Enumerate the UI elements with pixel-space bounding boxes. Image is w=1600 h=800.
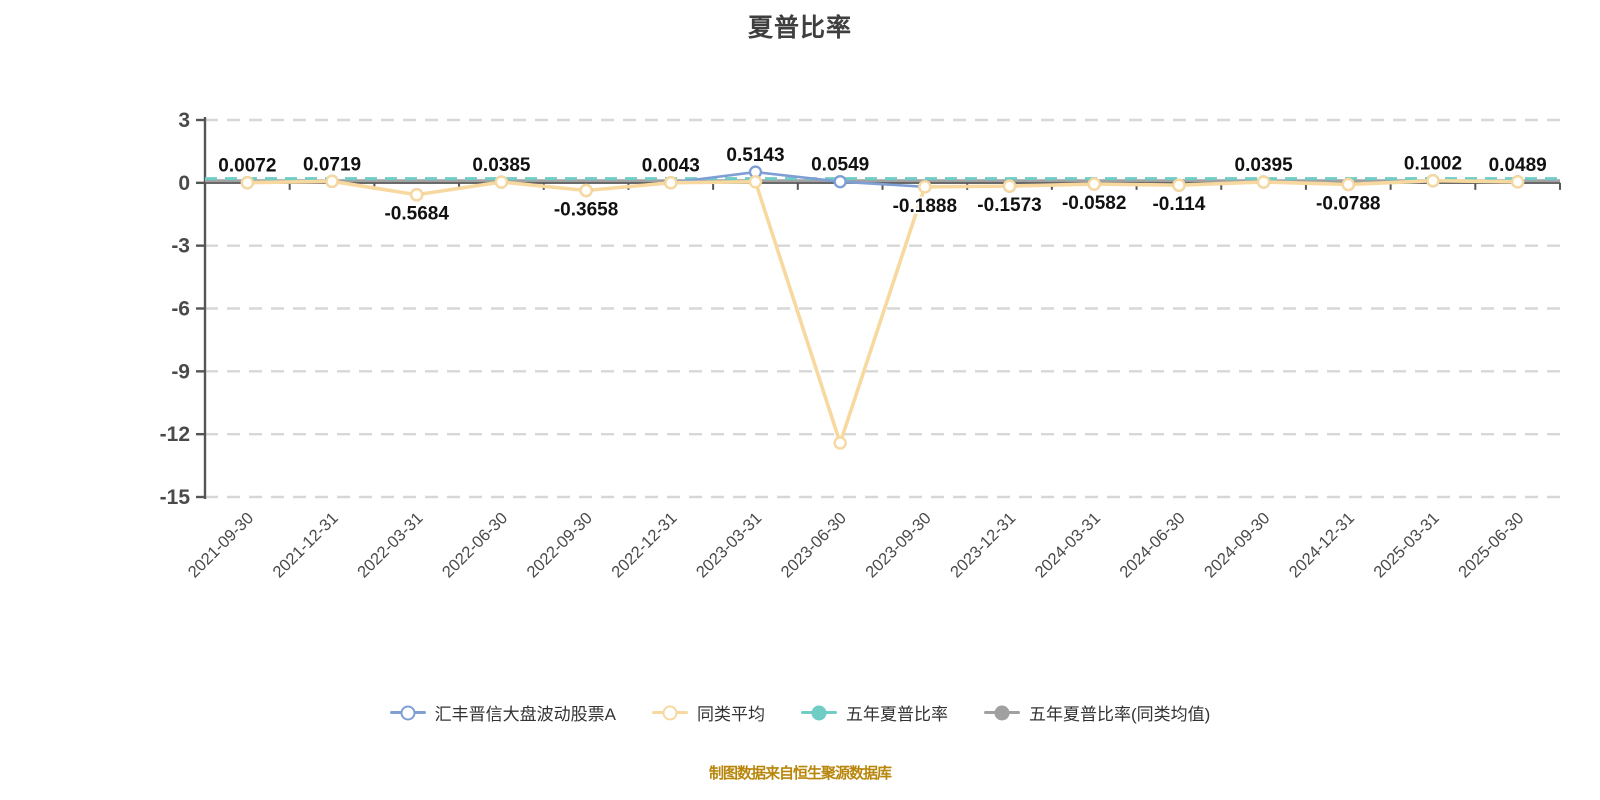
y-tick-label: 3 xyxy=(178,109,190,132)
data-point-label: -0.0788 xyxy=(1316,193,1380,214)
x-tick-label: 2022-03-31 xyxy=(354,509,426,581)
data-source-note: 制图数据来自恒生聚源数据库 xyxy=(708,765,892,782)
x-tick-label: 2023-09-30 xyxy=(862,509,934,581)
data-point-label: 0.1002 xyxy=(1404,154,1462,175)
x-tick-label: 2025-03-31 xyxy=(1370,509,1442,581)
y-tick-label: -9 xyxy=(171,360,190,383)
data-point-label: -0.3658 xyxy=(554,199,618,220)
x-tick-label: 2023-12-31 xyxy=(947,509,1019,581)
x-tick-label: 2024-09-30 xyxy=(1201,509,1273,581)
x-tick-label: 2023-06-30 xyxy=(778,509,850,581)
y-tick-label: -3 xyxy=(171,235,190,258)
y-axis: 3 0 -3 -6 -9 -12 -15 xyxy=(160,109,207,509)
chart-title: 夏普比率 xyxy=(747,14,852,42)
legend-item-fund[interactable]: 汇丰晋信大盘波动股票A xyxy=(389,700,616,725)
data-point-label: -0.1888 xyxy=(893,196,957,217)
x-tick-label: 2024-06-30 xyxy=(1116,509,1188,581)
data-point-label: 0.0489 xyxy=(1489,155,1547,176)
y-tick-label: -12 xyxy=(160,423,190,446)
data-point-label: 0.0549 xyxy=(811,155,869,176)
x-tick-label: 2021-12-31 xyxy=(269,509,341,581)
data-point-label: 0.0385 xyxy=(472,155,531,176)
data-point-label: 0.0043 xyxy=(642,156,700,177)
x-tick-label: 2024-12-31 xyxy=(1286,509,1358,581)
y-tick-label: -15 xyxy=(160,486,191,509)
legend-marker-five-year-peer-icon xyxy=(984,705,1020,721)
x-tick-label: 2022-06-30 xyxy=(439,509,511,581)
series-peer-markers xyxy=(240,174,1525,450)
data-point-label: -0.5684 xyxy=(384,204,449,225)
legend-marker-peer-icon xyxy=(652,705,688,721)
legend-item-five-year-sharpe-peer[interactable]: 五年夏普比率(同类均值) xyxy=(984,700,1210,725)
legend-label-five-year-sharpe-peer: 五年夏普比率(同类均值) xyxy=(1029,705,1211,724)
y-tick-label: 0 xyxy=(178,172,190,195)
data-point-label: 0.0395 xyxy=(1235,155,1294,176)
x-tick-label: 2024-03-31 xyxy=(1032,509,1104,581)
legend-marker-fund-icon xyxy=(389,705,426,721)
data-point-label: 0.0719 xyxy=(303,154,361,175)
x-tick-label: 2022-12-31 xyxy=(608,509,680,581)
x-tick-label: 2021-09-30 xyxy=(185,509,257,581)
data-point-label: -0.1573 xyxy=(977,195,1041,216)
gridlines xyxy=(205,118,1560,499)
data-point-label: -0.114 xyxy=(1152,194,1205,215)
data-point-label: 0.0072 xyxy=(218,156,276,177)
x-tick-label: 2023-03-31 xyxy=(693,509,765,581)
legend-marker-five-year-icon xyxy=(801,705,837,721)
data-point-label: -0.0582 xyxy=(1062,193,1126,214)
legend-label-fund: 汇丰晋信大盘波动股票A xyxy=(434,705,616,724)
x-tick-label: 2022-09-30 xyxy=(524,509,596,581)
legend-label-five-year-sharpe: 五年夏普比率 xyxy=(846,705,948,724)
y-tick-label: -6 xyxy=(171,298,190,321)
legend-item-five-year-sharpe[interactable]: 五年夏普比率 xyxy=(801,700,948,725)
x-tick-label: 2025-06-30 xyxy=(1455,509,1527,581)
series-peer-line xyxy=(245,178,1520,445)
x-tick-labels: 2021-09-30 2021-12-31 2022-03-31 2022-06-30… xyxy=(185,509,1528,581)
legend-label-peer-average: 同类平均 xyxy=(697,705,765,724)
legend-item-peer-average[interactable]: 同类平均 xyxy=(652,700,765,725)
data-labels: 0.0072 0.0719 -0.5684 0.0385 -0.3658 0.0043 0.… xyxy=(217,143,1549,226)
data-point-label: 0.5143 xyxy=(726,145,784,166)
chart-legend: 汇丰晋信大盘波动股票A 同类平均 五年夏普比率 五年夏普比率(同类均值) xyxy=(0,700,1600,725)
